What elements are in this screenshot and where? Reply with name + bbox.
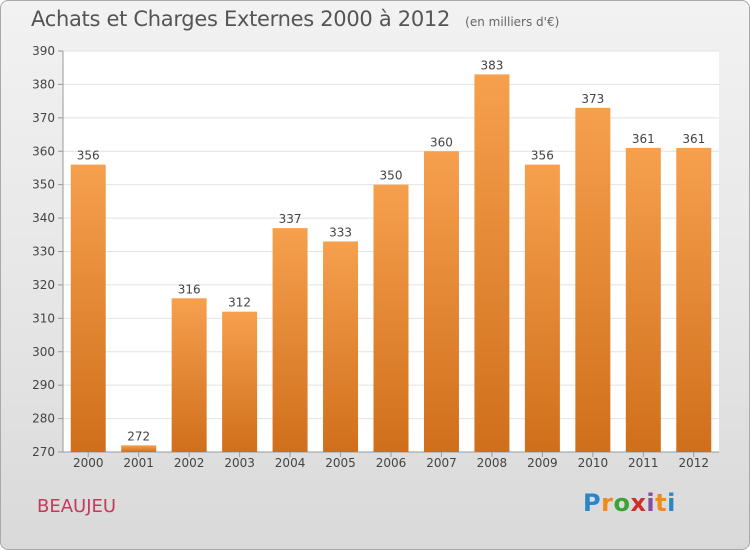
x-tick-label: 2009 [527,456,558,470]
logo-letter: x [630,489,647,517]
chart-subtitle: (en milliers d'€) [465,15,560,29]
y-tick-label: 330 [32,245,55,259]
bar [423,151,459,452]
x-tick-label: 2002 [174,456,205,470]
data-label: 360 [430,135,453,149]
data-label: 373 [581,92,604,106]
place-name: BEAUJEU [37,496,117,517]
data-label: 356 [531,149,554,163]
logo-letter: P [583,489,602,517]
bar [272,228,308,452]
y-tick-label: 390 [32,44,55,58]
logo-letter: r [601,489,614,517]
y-tick-label: 320 [32,278,55,292]
data-label: 333 [329,225,352,239]
proxiti-logo: Proxiti [583,489,676,517]
data-label: 356 [77,149,100,163]
data-label: 350 [380,169,403,183]
x-tick-label: 2006 [376,456,407,470]
bar [575,107,611,452]
x-tick-label: 2003 [224,456,255,470]
logo-letter: t [655,489,668,517]
y-tick-label: 310 [32,311,55,325]
x-tick-label: 2010 [578,456,609,470]
bar [121,445,157,452]
bar [171,298,207,452]
x-tick-label: 2004 [275,456,306,470]
y-tick-label: 380 [32,77,55,91]
bar [676,147,712,453]
data-label: 361 [632,132,655,146]
bar [222,311,258,452]
y-tick-label: 300 [32,345,55,359]
y-tick-label: 370 [32,111,55,125]
bar [474,74,510,453]
logo-letter: i [646,489,656,517]
x-tick-label: 2001 [123,456,154,470]
bar [70,164,106,452]
bar [323,241,359,452]
y-tick-label: 360 [32,144,55,158]
bar [625,147,661,453]
data-label: 361 [682,132,705,146]
y-tick-label: 280 [32,412,55,426]
logo-letter: i [667,489,676,517]
y-tick-label: 350 [32,178,55,192]
data-label: 316 [178,282,201,296]
data-label: 312 [228,296,251,310]
x-tick-label: 2012 [678,456,709,470]
data-label: 272 [127,429,150,443]
bar [373,184,409,452]
x-tick-label: 2005 [325,456,356,470]
chart-title: Achats et Charges Externes 2000 à 2012 [31,7,451,31]
bar [524,164,560,452]
data-label: 383 [480,58,503,72]
y-tick-label: 340 [32,211,55,225]
y-tick-label: 290 [32,378,55,392]
x-tick-label: 2011 [628,456,659,470]
title-row: Achats et Charges Externes 2000 à 2012 (… [31,7,559,31]
x-tick-label: 2008 [477,456,508,470]
x-tick-label: 2000 [73,456,104,470]
data-label: 337 [279,212,302,226]
y-tick-label: 270 [32,445,55,459]
logo-letter: o [613,489,631,517]
x-tick-label: 2007 [426,456,457,470]
